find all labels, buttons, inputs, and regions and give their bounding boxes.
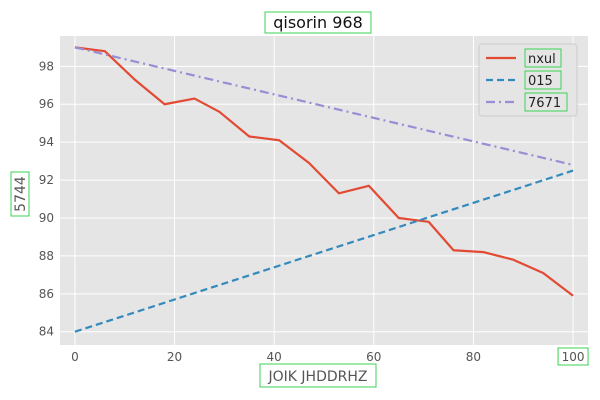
x-tick-label: 0 bbox=[71, 350, 79, 364]
y-tick-label: 84 bbox=[39, 325, 54, 339]
legend-highlight-box bbox=[524, 48, 562, 68]
series-line-7671 bbox=[74, 46, 574, 166]
x-tick-label: 40 bbox=[267, 350, 282, 364]
ylabel-highlight-box bbox=[10, 171, 30, 217]
legend-label: 7671 bbox=[528, 96, 561, 111]
x-tick-highlight-box bbox=[557, 347, 589, 366]
y-tick-label: 90 bbox=[39, 211, 54, 225]
y-tick-label: 96 bbox=[39, 97, 54, 111]
y-tick-label: 94 bbox=[39, 135, 54, 149]
y-tick-label: 98 bbox=[39, 59, 54, 73]
legend-box bbox=[478, 43, 578, 117]
y-tick-label: 92 bbox=[39, 173, 54, 187]
series-line-nxul bbox=[74, 46, 574, 297]
chart-title: qisorin 968 bbox=[273, 13, 363, 32]
series-layer bbox=[74, 46, 574, 333]
x-tick-label: 80 bbox=[466, 350, 481, 364]
title-highlight-box bbox=[264, 11, 372, 34]
xlabel-highlight-box bbox=[259, 363, 377, 388]
legend: nxul 015 7671 bbox=[478, 43, 578, 117]
legend-highlight-box bbox=[524, 92, 568, 112]
x-tick-label: 100 bbox=[562, 350, 585, 364]
x-axis-label: JOIK JHDDRHZ bbox=[268, 369, 368, 385]
x-tick-label: 60 bbox=[366, 350, 381, 364]
grid-lines bbox=[60, 36, 588, 345]
legend-label: nxul bbox=[528, 52, 556, 67]
tick-labels: 0 20 40 60 80 100 84 86 88 90 92 94 96 98 bbox=[39, 59, 589, 366]
y-axis-label: 5744 bbox=[13, 176, 29, 212]
x-tick-label: 20 bbox=[167, 350, 182, 364]
y-tick-label: 88 bbox=[39, 249, 54, 263]
y-tick-label: 86 bbox=[39, 287, 54, 301]
legend-highlight-box bbox=[524, 70, 562, 90]
legend-label: 015 bbox=[528, 74, 553, 89]
